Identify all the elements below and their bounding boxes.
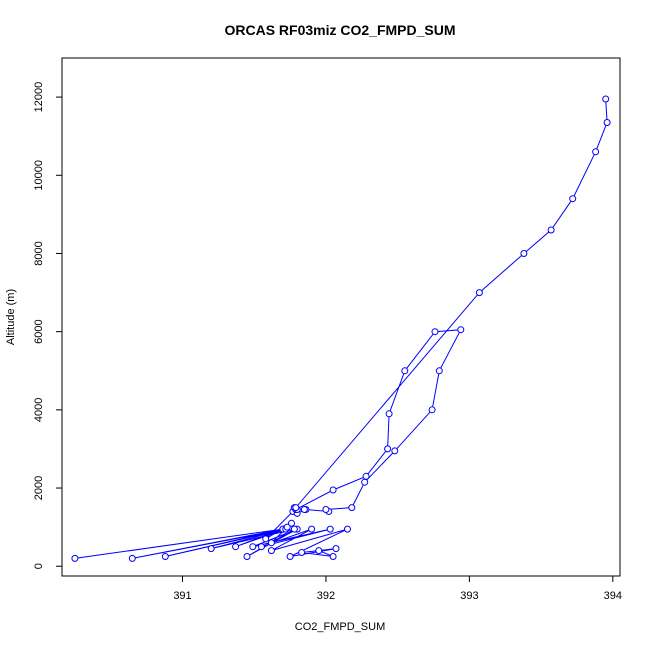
data-point — [401, 367, 409, 375]
data-point — [128, 554, 136, 562]
y-tick-label: 8000 — [33, 241, 45, 265]
data-point — [326, 525, 334, 533]
data-point — [385, 410, 393, 418]
y-tick-label: 6000 — [33, 319, 45, 343]
data-point — [286, 553, 294, 560]
data-point — [257, 543, 265, 551]
data-point — [384, 445, 392, 453]
plot-frame — [61, 57, 621, 577]
data-point — [308, 525, 316, 533]
data-point — [207, 545, 215, 553]
data-point — [391, 447, 399, 455]
data-point — [362, 472, 370, 480]
data-point — [292, 504, 300, 512]
data-point — [520, 250, 528, 257]
data-point — [249, 543, 257, 551]
data-point — [232, 543, 240, 551]
y-tick-label: 4000 — [33, 398, 45, 422]
data-point — [300, 506, 308, 513]
data-point — [283, 523, 291, 531]
x-tick-label: 393 — [460, 590, 478, 602]
data-point — [475, 289, 483, 297]
data-point — [329, 553, 337, 560]
data-point — [332, 545, 340, 553]
data-point — [71, 554, 79, 562]
data-point — [315, 547, 323, 555]
data-point — [267, 547, 275, 555]
y-tick-label: 2000 — [33, 476, 45, 500]
y-axis-label: Altitude (m) — [5, 289, 17, 345]
data-point — [290, 525, 298, 533]
x-tick-label: 394 — [604, 590, 622, 602]
y-tick-label: 12000 — [33, 82, 45, 113]
y-tick-label: 10000 — [33, 160, 45, 191]
y-axis: 0 2000 4000 6000 8000 10000 12000 — [33, 82, 63, 569]
x-tick-label: 391 — [173, 590, 191, 602]
y-tick-label: 0 — [33, 563, 45, 569]
data-points — [71, 95, 611, 562]
x-tick-label: 392 — [317, 590, 335, 602]
data-point — [592, 148, 600, 156]
data-point — [298, 549, 306, 556]
data-point — [602, 95, 610, 103]
series-line — [74, 98, 608, 559]
data-point — [161, 553, 169, 560]
data-point — [267, 539, 275, 547]
data-point — [428, 406, 436, 414]
data-point — [431, 328, 439, 336]
data-point — [457, 326, 465, 334]
data-point — [288, 519, 295, 527]
data-point — [547, 226, 555, 234]
data-point — [435, 367, 443, 375]
data-point — [329, 486, 337, 494]
data-point — [348, 504, 356, 512]
data-point — [603, 119, 611, 126]
data-point — [361, 478, 369, 486]
data-point — [569, 195, 577, 203]
data-point — [344, 525, 351, 533]
data-point — [243, 553, 251, 560]
data-point — [262, 535, 270, 543]
data-point — [322, 506, 330, 513]
x-axis-label: CO2_FMPD_SUM — [295, 621, 385, 633]
x-axis: 391 392 393 394 — [173, 575, 622, 602]
chart-title: ORCAS RF03miz CO2_FMPD_SUM — [224, 22, 455, 38]
